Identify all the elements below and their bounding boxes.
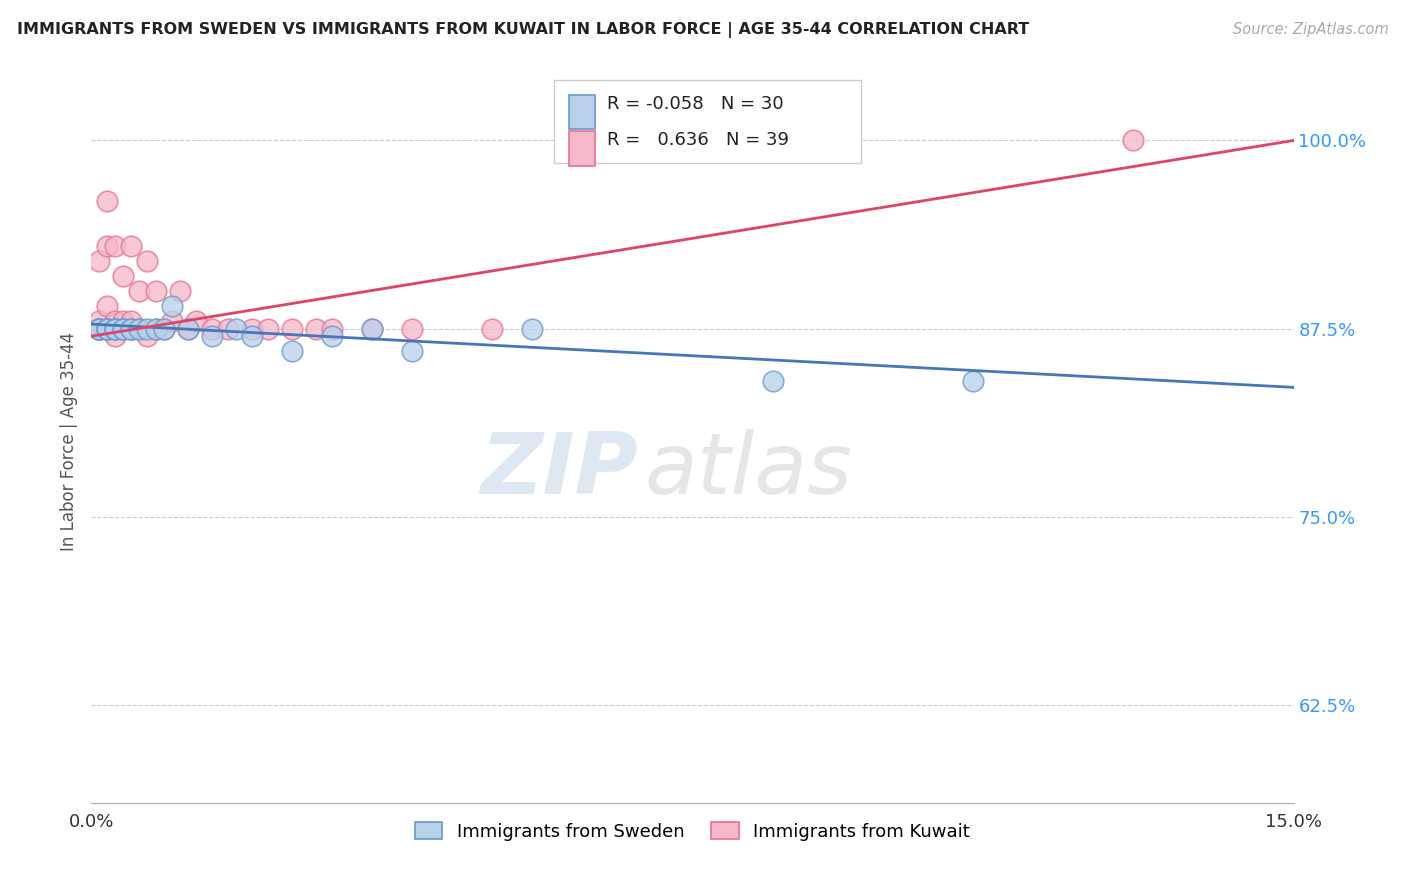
Point: [169, 284, 191, 298]
Point: [962, 375, 984, 389]
Point: [481, 321, 503, 335]
Point: [160, 314, 183, 328]
Point: [104, 321, 127, 335]
Point: [121, 239, 143, 253]
Point: [89, 253, 111, 268]
FancyBboxPatch shape: [554, 80, 860, 163]
Text: Source: ZipAtlas.com: Source: ZipAtlas.com: [1233, 22, 1389, 37]
Point: [89, 321, 111, 335]
Point: [240, 329, 263, 343]
Point: [184, 314, 207, 328]
Point: [1122, 134, 1144, 148]
Point: [281, 321, 304, 335]
Point: [96, 321, 118, 335]
Point: [104, 239, 127, 253]
Text: R =   0.636   N = 39: R = 0.636 N = 39: [607, 131, 789, 149]
Text: IMMIGRANTS FROM SWEDEN VS IMMIGRANTS FROM KUWAIT IN LABOR FORCE | AGE 35-44 CORR: IMMIGRANTS FROM SWEDEN VS IMMIGRANTS FRO…: [17, 22, 1029, 38]
Point: [201, 329, 224, 343]
Point: [225, 321, 247, 335]
Point: [136, 253, 159, 268]
Point: [217, 321, 239, 335]
Point: [401, 344, 423, 359]
Text: ZIP: ZIP: [481, 429, 638, 512]
Point: [112, 268, 135, 283]
Point: [96, 321, 118, 335]
Point: [401, 321, 423, 335]
Point: [762, 375, 785, 389]
Point: [321, 329, 343, 343]
Point: [256, 321, 278, 335]
Point: [96, 299, 118, 313]
Point: [128, 284, 150, 298]
Point: [96, 194, 118, 208]
Point: [112, 321, 135, 335]
Point: [160, 299, 183, 313]
Text: R = -0.058   N = 30: R = -0.058 N = 30: [607, 95, 783, 112]
Point: [152, 321, 174, 335]
Point: [305, 321, 328, 335]
Point: [96, 321, 118, 335]
FancyBboxPatch shape: [568, 95, 595, 129]
Point: [121, 321, 143, 335]
Point: [121, 321, 143, 335]
Point: [121, 314, 143, 328]
Point: [104, 329, 127, 343]
Point: [360, 321, 382, 335]
Point: [89, 321, 111, 335]
Text: atlas: atlas: [644, 429, 852, 512]
Point: [128, 321, 150, 335]
Y-axis label: In Labor Force | Age 35-44: In Labor Force | Age 35-44: [59, 332, 77, 551]
Point: [145, 321, 167, 335]
Point: [281, 344, 304, 359]
Point: [136, 329, 159, 343]
Point: [145, 284, 167, 298]
Point: [96, 321, 118, 335]
Point: [89, 321, 111, 335]
Point: [112, 321, 135, 335]
Point: [522, 321, 544, 335]
Point: [240, 321, 263, 335]
Point: [104, 314, 127, 328]
Point: [104, 321, 127, 335]
Point: [360, 321, 382, 335]
Point: [89, 321, 111, 335]
Point: [112, 314, 135, 328]
Point: [89, 314, 111, 328]
Point: [152, 321, 174, 335]
Point: [104, 321, 127, 335]
Point: [176, 321, 198, 335]
Point: [89, 321, 111, 335]
FancyBboxPatch shape: [568, 131, 595, 166]
Point: [321, 321, 343, 335]
Point: [201, 321, 224, 335]
Point: [112, 321, 135, 335]
Point: [96, 239, 118, 253]
Point: [145, 321, 167, 335]
Point: [121, 321, 143, 335]
Legend: Immigrants from Sweden, Immigrants from Kuwait: Immigrants from Sweden, Immigrants from …: [408, 815, 977, 848]
Point: [89, 321, 111, 335]
Point: [176, 321, 198, 335]
Point: [128, 321, 150, 335]
Point: [136, 321, 159, 335]
